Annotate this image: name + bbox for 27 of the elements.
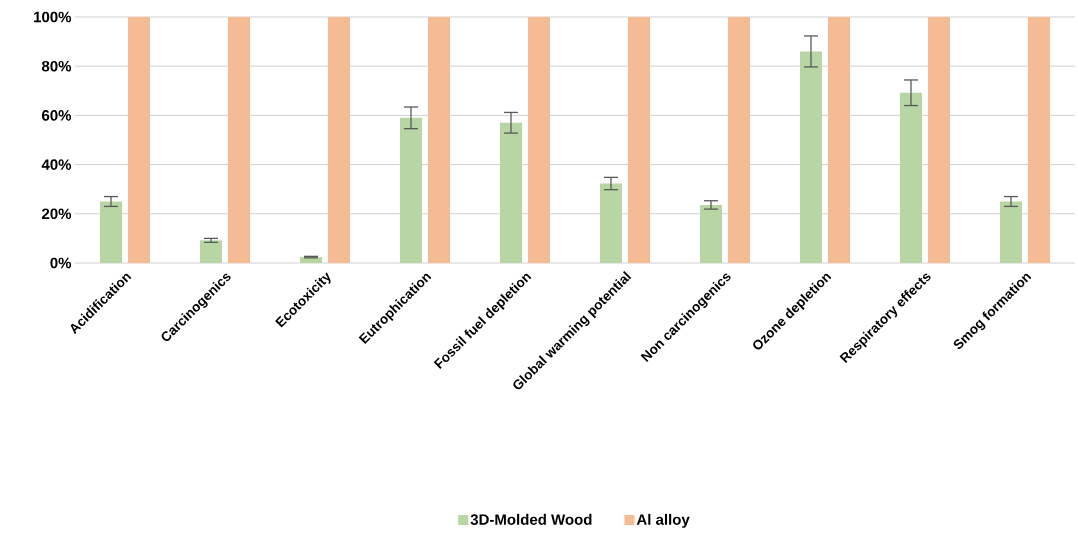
bar [927, 16, 950, 263]
y-tick-label: 60% [42, 110, 72, 121]
bar [128, 16, 151, 263]
bar [200, 240, 223, 263]
bar [100, 201, 123, 263]
bar [528, 16, 550, 263]
bar [500, 122, 522, 263]
y-tick-label: 40% [41, 159, 72, 170]
bar [799, 51, 822, 263]
bar [400, 117, 422, 263]
bar [899, 92, 922, 263]
bar [600, 183, 622, 263]
y-tick-label: 0% [50, 257, 72, 269]
bar [228, 16, 251, 263]
y-tick-label: 80% [41, 60, 72, 72]
bar [700, 204, 722, 263]
bar [428, 16, 450, 263]
bar [999, 201, 1022, 263]
y-tick-label: 100% [34, 11, 72, 23]
bar [728, 16, 750, 263]
bar [628, 16, 650, 263]
legend-label: Al alloy [636, 513, 690, 528]
y-tick-label: 20% [41, 208, 72, 220]
legend-label: 3D-Molded Wood [470, 513, 592, 525]
bar [328, 16, 350, 263]
bar [1027, 16, 1050, 263]
bar [827, 16, 850, 263]
